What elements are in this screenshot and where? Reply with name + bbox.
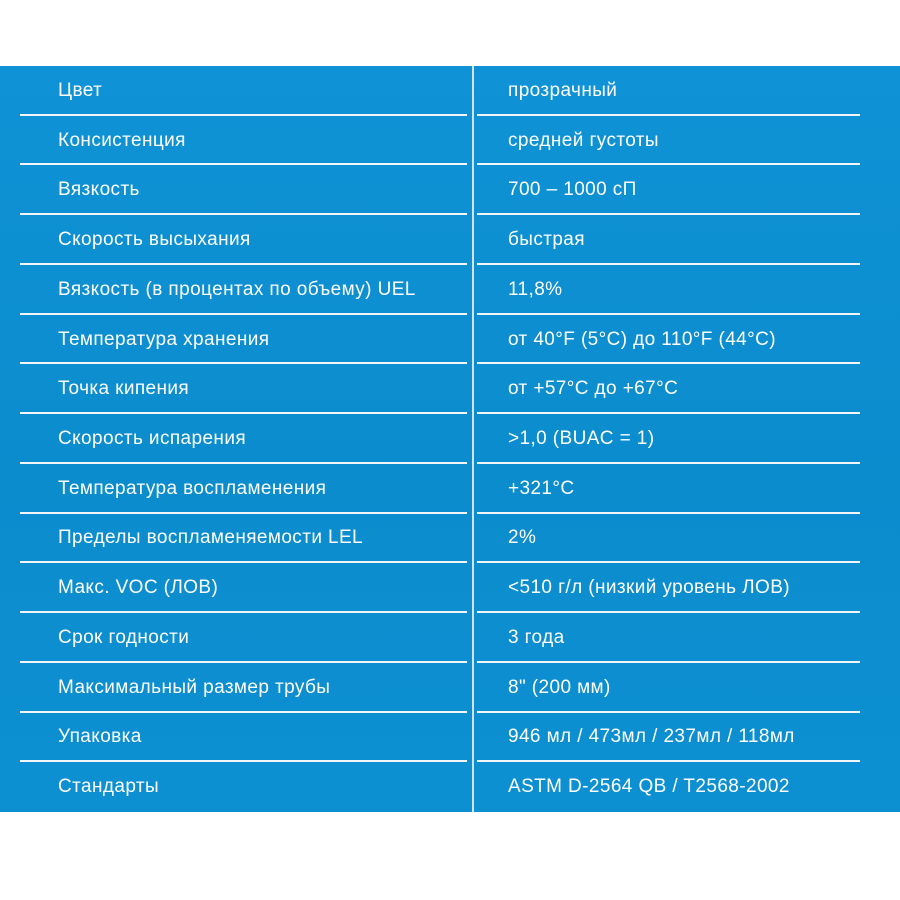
table-row: Стандарты ASTM D-2564 QB / T2568-2002: [0, 762, 900, 812]
spec-value: 11,8%: [472, 265, 900, 315]
spec-value: ASTM D-2564 QB / T2568-2002: [508, 776, 790, 798]
spec-property: Скорость испарения: [0, 414, 472, 464]
spec-value: <510 г/л (низкий уровень ЛОВ): [472, 563, 900, 613]
spec-value: 3 года: [472, 613, 900, 663]
spec-value: +321°C: [472, 464, 900, 514]
spec-value: быстрая: [472, 215, 900, 265]
spec-property: Точка кипения: [0, 364, 472, 414]
spec-property: Вязкость (в процентах по объему) UEL: [0, 265, 472, 315]
table-row: Скорость высыхания быстрая: [0, 215, 900, 265]
table-row: Вязкость (в процентах по объему) UEL 11,…: [0, 265, 900, 315]
table-row: Макс. VOC (ЛОВ) <510 г/л (низкий уровень…: [0, 563, 900, 613]
spec-value: прозрачный: [472, 66, 900, 116]
spec-property: Макс. VOC (ЛОВ): [0, 563, 472, 613]
table-row: Максимальный размер трубы 8" (200 мм): [0, 663, 900, 713]
table-row: Температура хранения от 40°F (5°C) до 11…: [0, 315, 900, 365]
spec-property: Вязкость: [0, 165, 472, 215]
spec-table: Цвет прозрачный Консистенция средней гус…: [0, 66, 900, 812]
spec-property: Температура хранения: [0, 315, 472, 365]
spec-property: Пределы воспламеняемости LEL: [0, 514, 472, 564]
table-row: Консистенция средней густоты: [0, 116, 900, 166]
spec-property: Скорость высыхания: [0, 215, 472, 265]
spec-property: Упаковка: [0, 713, 472, 763]
spec-property: Стандарты: [58, 776, 160, 798]
spec-value: средней густоты: [472, 116, 900, 166]
table-row: Точка кипения от +57°C до +67°C: [0, 364, 900, 414]
spec-property: Максимальный размер трубы: [0, 663, 472, 713]
spec-property: Цвет: [0, 66, 472, 116]
spec-property: Срок годности: [0, 613, 472, 663]
table-row: Пределы воспламеняемости LEL 2%: [0, 514, 900, 564]
spec-property: Консистенция: [0, 116, 472, 166]
spec-property: Температура воспламенения: [0, 464, 472, 514]
spec-value: от 40°F (5°C) до 110°F (44°C): [472, 315, 900, 365]
table-row: Упаковка 946 мл / 473мл / 237мл / 118мл: [0, 713, 900, 763]
table-row: Срок годности 3 года: [0, 613, 900, 663]
spec-value: от +57°C до +67°C: [472, 364, 900, 414]
table-row: Цвет прозрачный: [0, 66, 900, 116]
table-row: Скорость испарения >1,0 (BUAC = 1): [0, 414, 900, 464]
spec-value: 2%: [472, 514, 900, 564]
spec-value: 8" (200 мм): [472, 663, 900, 713]
table-row: Температура воспламенения +321°C: [0, 464, 900, 514]
spec-value: 946 мл / 473мл / 237мл / 118мл: [472, 713, 900, 763]
spec-value: 700 – 1000 сП: [472, 165, 900, 215]
spec-value: >1,0 (BUAC = 1): [472, 414, 900, 464]
table-row: Вязкость 700 – 1000 сП: [0, 165, 900, 215]
